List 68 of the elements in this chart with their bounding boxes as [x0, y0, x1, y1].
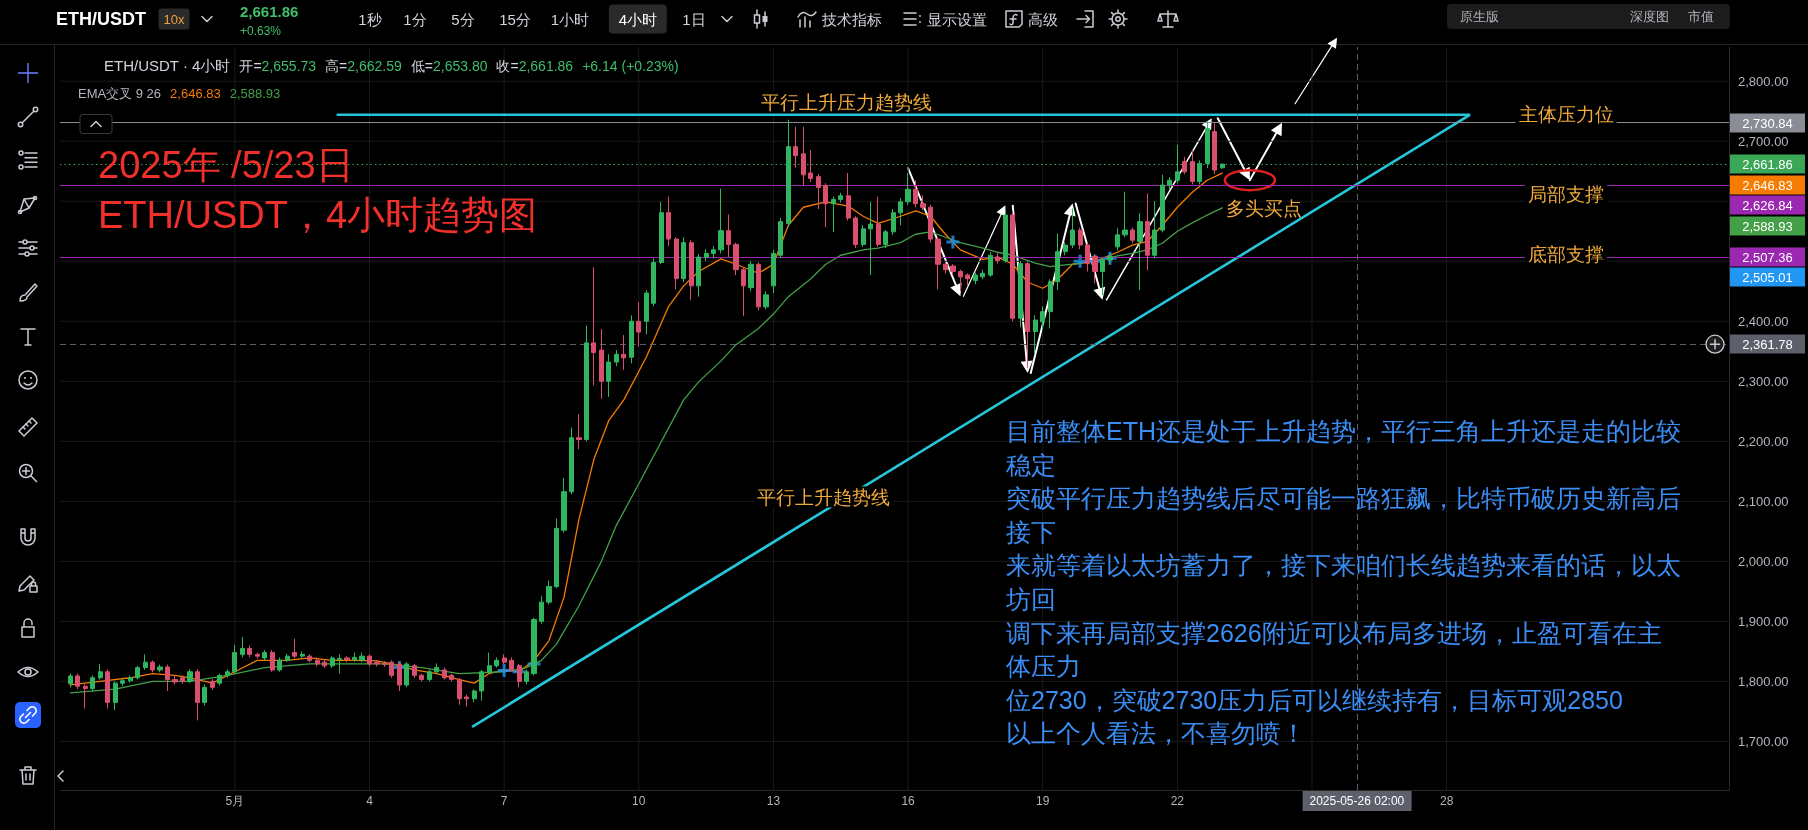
annotation: 来就等着以太坊蓄力了，接下来咱们长线趋势来看的话，以太坊回 [1006, 550, 1682, 615]
annotation: +6.14 (+0.23%) [582, 57, 679, 73]
text: 1小时 [550, 10, 590, 28]
annotation: 高=2,662.59 [325, 57, 402, 73]
text: 2025年 /5/23日 ETH/USDT，4小时趋势图 [98, 143, 538, 238]
annotation: 开=2,655.73 [239, 57, 317, 73]
text: 2,505.01 [1730, 267, 1805, 287]
y-tick-label: 2,000.00 [1738, 553, 1789, 569]
annotation: 主体压力位 [1515, 103, 1617, 125]
text: +0.63% [240, 24, 282, 38]
annotation: 调下来再局部支撑2626附近可以布局多进场，止盈可看在主体压力 [1006, 617, 1663, 683]
annotation: ETH/USDT · 4小时 [104, 56, 231, 74]
x-tick-label: 13 [766, 794, 781, 808]
annotation: 多头买点 [1225, 197, 1302, 219]
text: 5分 [451, 10, 475, 28]
text: 市值 [1688, 8, 1714, 24]
text: 高级 [1028, 10, 1058, 28]
y-tick-label: 2,300.00 [1738, 373, 1789, 389]
y-tick-label: 2,700.00 [1738, 133, 1789, 149]
y-tick-label: 1,800.00 [1738, 673, 1789, 689]
text: 1分 [403, 10, 427, 28]
ref-line-label: 2,626.84 [1730, 195, 1805, 215]
text: ETH/USDT [56, 9, 146, 29]
annotation: 位2730，突破2730压力后可以继续持有，目标可观2850 [1006, 684, 1624, 716]
text: 原生版 [1459, 8, 1499, 24]
series-label: 平行上升压力趋势线 [758, 91, 936, 113]
ref-line-label: 2025-05-26 02:00 [1302, 791, 1412, 811]
annotation: 底部支撑 [1525, 243, 1608, 265]
annotation: 突破平行压力趋势线后尽可能一路狂飙，比特币破历史新高后接下 [1006, 483, 1682, 548]
ref-line-label: 2,361.78 [1730, 334, 1805, 354]
text: 2,588.93 [1730, 216, 1805, 236]
x-tick-label: 4 [366, 794, 374, 808]
text: 深度图 [1629, 8, 1669, 24]
x-tick-label: 7 [500, 794, 508, 808]
x-tick-label: 16 [901, 794, 916, 808]
series-label: 平行上升趋势线 [754, 486, 894, 508]
ref-line-label: 2,507.36 [1730, 247, 1805, 267]
y-tick-label: 2,100.00 [1738, 493, 1789, 509]
text: 15分 [499, 10, 531, 28]
text: 10x [158, 8, 190, 30]
x-tick-label: 10 [632, 794, 646, 808]
text: 1日 [682, 10, 706, 28]
y-tick-label: 2,400.00 [1738, 313, 1789, 329]
y-tick-label: 2,200.00 [1738, 433, 1789, 449]
text: 显示设置 [927, 10, 987, 28]
y-tick-label: 1,900.00 [1738, 613, 1789, 629]
text: 技术指标 [822, 10, 882, 28]
text: 2,646.83 [1730, 175, 1805, 195]
annotation: 以上个人看法，不喜勿喷！ [1006, 718, 1307, 750]
annotation: 目前整体ETH还是处于上升趋势，平行三角上升还是走的比较稳定 [1006, 416, 1682, 481]
text: 收= [496, 57, 519, 73]
x-tick-label: 19 [1036, 794, 1050, 808]
x-tick-label: 28 [1439, 794, 1454, 808]
x-tick-label: 22 [1170, 794, 1185, 808]
ref-line-label: 2,661.86 [1730, 154, 1805, 174]
text: 2,661.86 [240, 2, 299, 20]
text: 1秒 [358, 10, 382, 28]
y-tick-label: 2,800.00 [1738, 73, 1789, 89]
annotation: 2,661.86 [518, 57, 574, 73]
ref-line-label: 2,730.84 [1730, 113, 1805, 133]
annotation: 局部支撑 [1525, 183, 1608, 205]
text: 4小时 [608, 4, 668, 34]
x-tick-label: 5月 [225, 794, 245, 808]
y-tick-label: 1,700.00 [1738, 733, 1789, 749]
annotation: 2,588.93 [229, 85, 281, 101]
annotation: EMA交叉 9 26 [78, 85, 162, 101]
annotation: 2,646.83 [170, 85, 221, 101]
annotation: 低=2,653.80 [410, 57, 488, 73]
